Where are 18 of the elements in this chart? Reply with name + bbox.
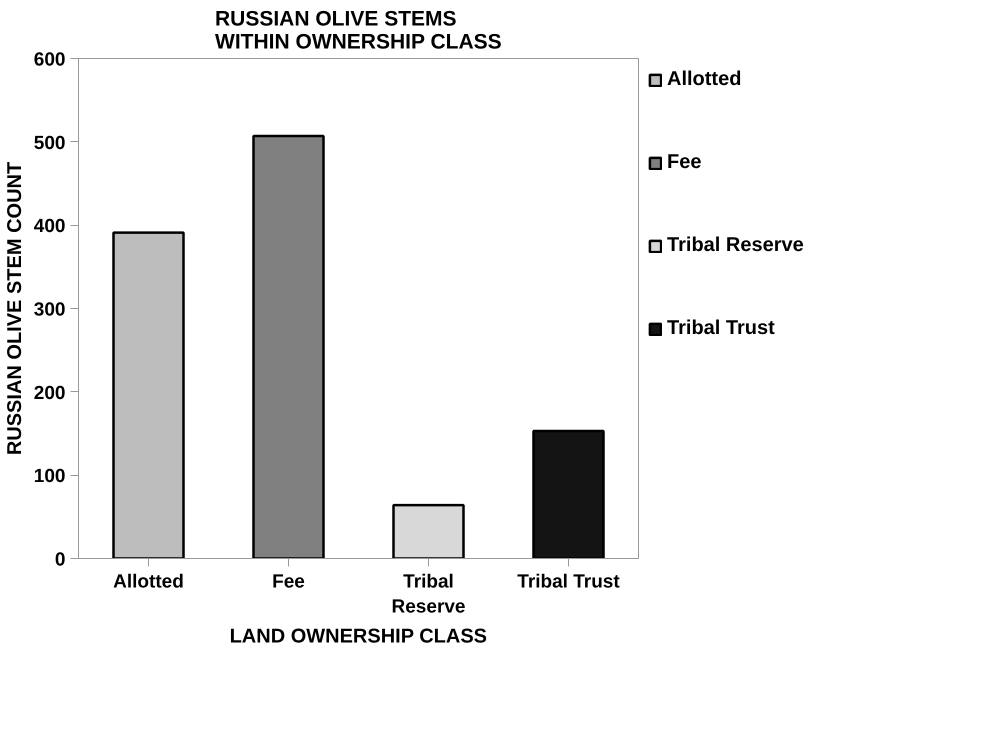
- y-tick-label: 400: [34, 216, 66, 238]
- y-tick-label: 500: [34, 132, 66, 154]
- x-tick-label: Fee: [272, 572, 305, 592]
- x-tick-label: Allotted: [113, 572, 184, 592]
- legend-label: Tribal Reserve: [667, 234, 804, 257]
- x-tick-label: Tribal Trust: [517, 572, 620, 592]
- legend-label: Allotted: [667, 68, 742, 91]
- legend-label: Fee: [667, 151, 702, 174]
- y-axis-title: RUSSIAN OLIVE STEM COUNT: [4, 162, 26, 456]
- chart-title: RUSSIAN OLIVE STEMS WITHIN OWNERSHIP CLASS: [215, 8, 502, 54]
- y-tick-label: 100: [34, 466, 66, 488]
- y-tick-label: 0: [54, 550, 66, 570]
- y-tick-label: 600: [34, 50, 66, 70]
- y-tick-label: 200: [34, 382, 66, 404]
- x-tick-label: Tribal Reserve: [392, 572, 466, 618]
- x-axis-title: LAND OWNERSHIP CLASS: [230, 626, 488, 648]
- legend-label: Tribal Trust: [667, 317, 775, 340]
- y-tick-label: 300: [34, 300, 66, 320]
